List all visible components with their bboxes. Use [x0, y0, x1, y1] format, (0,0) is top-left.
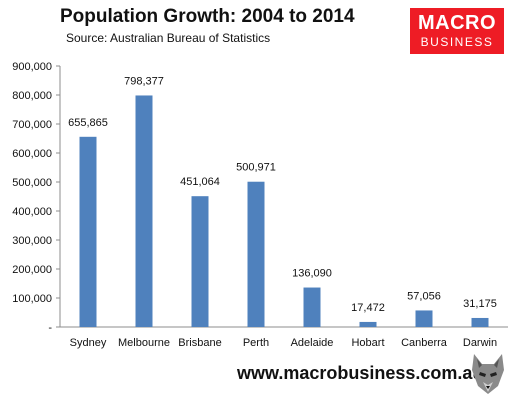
- bar-adelaide: [303, 287, 321, 327]
- logo-line-business: BUSINESS: [420, 35, 494, 49]
- data-label: 451,064: [180, 176, 220, 188]
- website-url: www.macrobusiness.com.au: [237, 363, 484, 383]
- y-tick-label: 500,000: [12, 177, 52, 189]
- data-label: 798,377: [124, 75, 164, 87]
- x-tick-label: Melbourne: [118, 337, 170, 349]
- bar-brisbane: [191, 196, 209, 327]
- chart-subtitle: Source: Australian Bureau of Statistics: [66, 31, 271, 45]
- y-tick-label: 300,000: [12, 235, 52, 247]
- x-tick-label: Perth: [243, 337, 269, 349]
- bar-melbourne: [135, 95, 153, 327]
- data-label: 655,865: [68, 117, 108, 129]
- macrobusiness-logo: MACRO BUSINESS: [410, 8, 504, 54]
- y-tick-label: 600,000: [12, 148, 52, 160]
- bar-hobart: [359, 321, 377, 327]
- y-tick-label: 100,000: [12, 293, 52, 305]
- y-tick-label: 900,000: [12, 61, 52, 73]
- bar-canberra: [415, 310, 433, 327]
- data-label: 500,971: [236, 162, 276, 174]
- y-tick-label: -: [48, 322, 52, 334]
- x-tick-label: Adelaide: [291, 337, 334, 349]
- y-tick-label: 400,000: [12, 206, 52, 218]
- data-label: 57,056: [407, 290, 441, 302]
- data-label: 31,175: [463, 298, 497, 310]
- wolf-head-icon: [472, 354, 504, 394]
- y-tick-label: 700,000: [12, 119, 52, 131]
- bar-chart: - 100,000 200,000 300,000 400,000 500,000 600,…: [12, 61, 508, 349]
- x-tick-label: Brisbane: [178, 337, 221, 349]
- bar-perth: [247, 181, 265, 327]
- bar-sydney: [79, 136, 97, 327]
- x-tick-label: Darwin: [463, 337, 497, 349]
- x-tick-label: Sydney: [70, 337, 107, 349]
- y-tick-label: 200,000: [12, 264, 52, 276]
- bar-darwin: [471, 317, 489, 327]
- x-tick-label: Canberra: [401, 337, 448, 349]
- logo-line-macro: MACRO: [417, 12, 497, 34]
- data-label: 136,090: [292, 268, 332, 280]
- y-tick-label: 800,000: [12, 90, 52, 102]
- chart-title: Population Growth: 2004 to 2014: [60, 6, 355, 27]
- x-tick-label: Hobart: [351, 337, 384, 349]
- data-label: 17,472: [351, 302, 385, 314]
